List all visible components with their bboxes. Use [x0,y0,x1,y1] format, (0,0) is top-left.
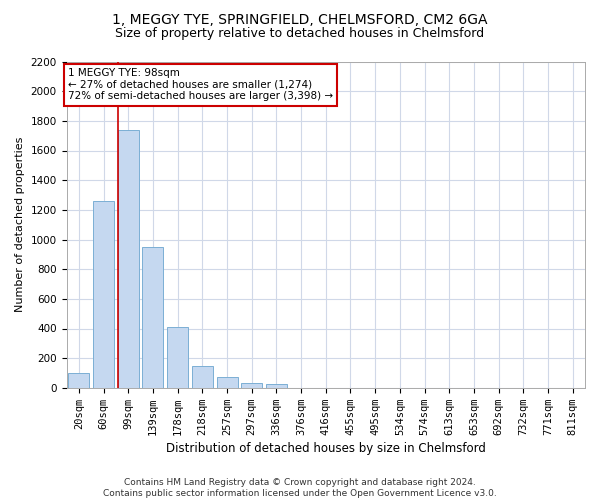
Text: Size of property relative to detached houses in Chelmsford: Size of property relative to detached ho… [115,28,485,40]
Text: 1 MEGGY TYE: 98sqm
← 27% of detached houses are smaller (1,274)
72% of semi-deta: 1 MEGGY TYE: 98sqm ← 27% of detached hou… [68,68,333,102]
Text: Contains HM Land Registry data © Crown copyright and database right 2024.
Contai: Contains HM Land Registry data © Crown c… [103,478,497,498]
Bar [192,366,213,388]
Bar [167,327,188,388]
Bar [68,373,89,388]
Bar [93,201,114,388]
Y-axis label: Number of detached properties: Number of detached properties [15,137,25,312]
Text: 1, MEGGY TYE, SPRINGFIELD, CHELMSFORD, CM2 6GA: 1, MEGGY TYE, SPRINGFIELD, CHELMSFORD, C… [112,12,488,26]
X-axis label: Distribution of detached houses by size in Chelmsford: Distribution of detached houses by size … [166,442,486,455]
Bar [142,247,163,388]
Bar [217,378,238,388]
Bar [266,384,287,388]
Bar [241,382,262,388]
Bar [118,130,139,388]
